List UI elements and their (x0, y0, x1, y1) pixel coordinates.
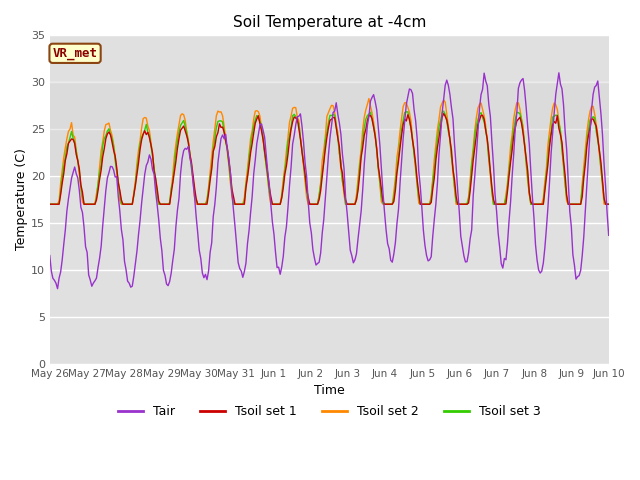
Title: Soil Temperature at -4cm: Soil Temperature at -4cm (232, 15, 426, 30)
Bar (50, 82, 609, 176)
Y-axis label: Temperature (C): Temperature (C) (15, 149, 28, 251)
Legend: Tair, Tsoil set 1, Tsoil set 2, Tsoil set 3: Tair, Tsoil set 1, Tsoil set 2, Tsoil se… (113, 400, 545, 423)
X-axis label: Time: Time (314, 384, 344, 397)
Text: VR_met: VR_met (52, 47, 97, 60)
